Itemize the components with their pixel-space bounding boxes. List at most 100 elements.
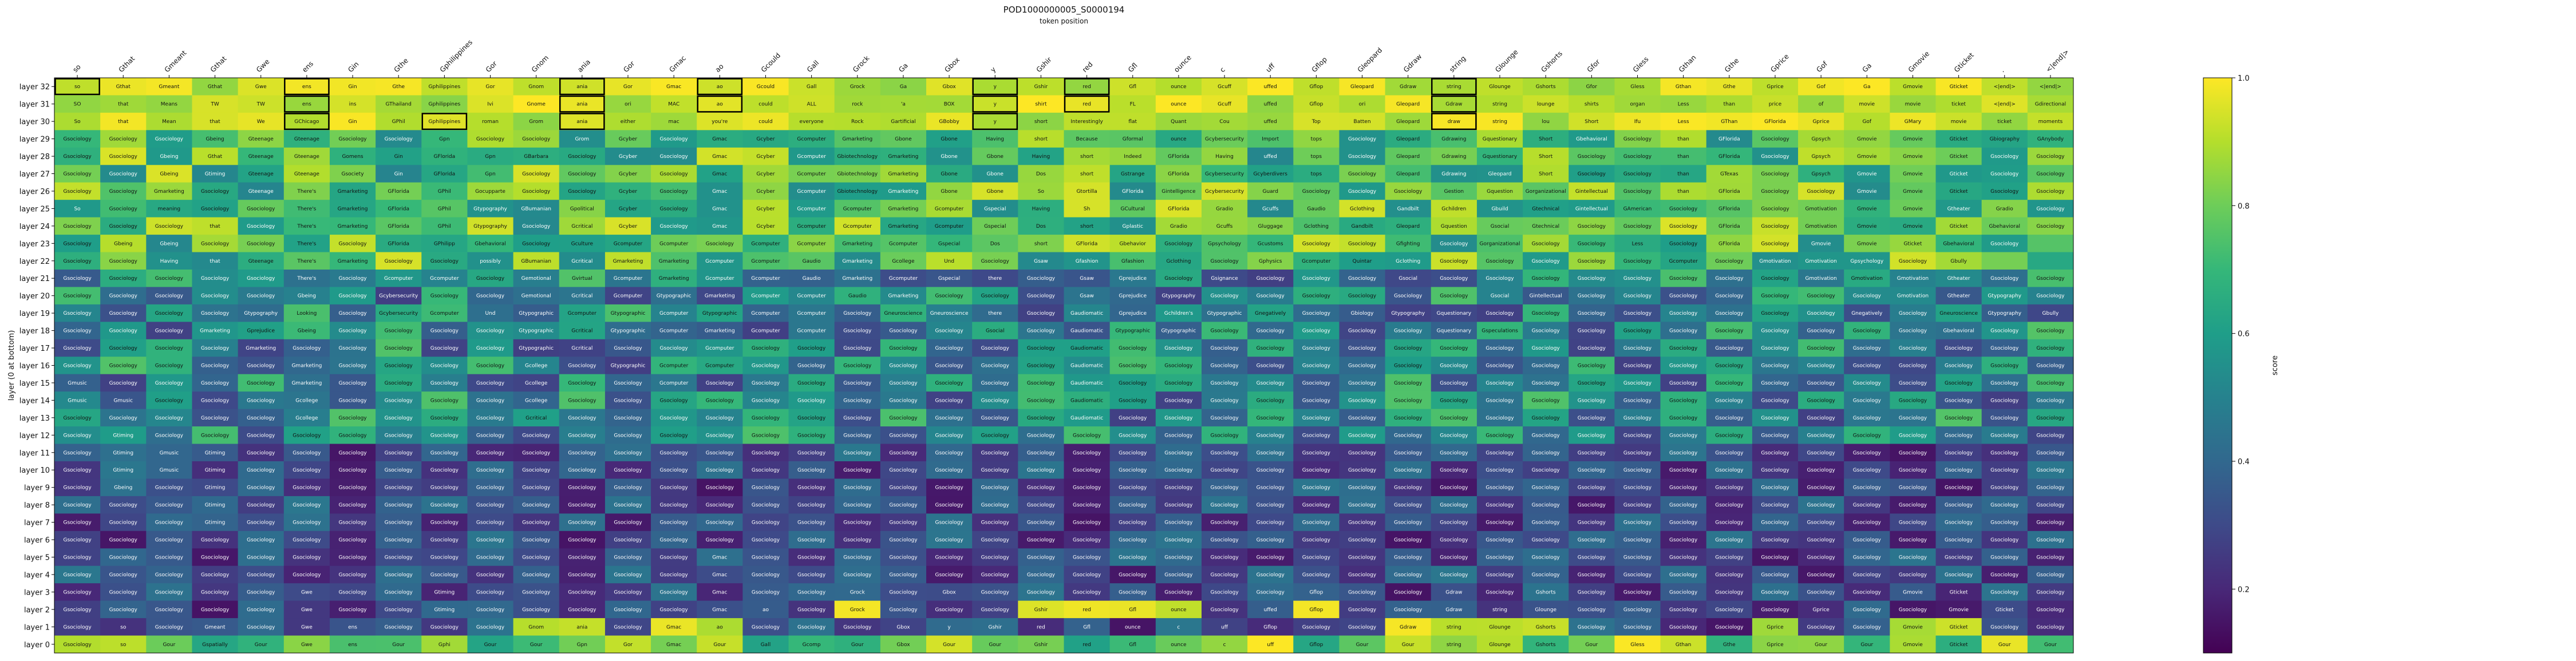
cell-label: Gsociology [935,398,964,403]
cell-label: short [1080,172,1094,177]
heatmap-cell [834,217,881,235]
cell-label: There's [297,276,316,282]
heatmap-cell [651,130,697,148]
heatmap-cell [329,391,376,410]
heatmap-cell [1247,130,1294,148]
heatmap-cell [1109,496,1156,514]
heatmap-cell [1018,478,1064,497]
cell-label: Gtiming [113,433,133,438]
cell-label: Gtypographic [611,328,646,334]
cell-label: Cou [1219,119,1230,125]
heatmap-cell [788,95,835,113]
cell-label: Gsociology [797,398,826,403]
heatmap-cell [1752,287,1799,305]
heatmap-cell [1660,287,1707,305]
heatmap-cell [329,270,376,287]
heatmap-cell [1431,583,1477,601]
heatmap-cell [1018,339,1064,357]
cell-label: Gsociology [1945,346,1973,351]
heatmap-cell [238,496,285,514]
heatmap-cell [559,217,606,235]
heatmap-cell [788,357,835,375]
heatmap-cell [1890,531,1936,549]
heatmap-cell [421,461,468,479]
cell-label: Gsociology [1485,433,1514,438]
cell-label: Gmovie [1903,84,1923,90]
cell-label: ao [762,607,769,613]
heatmap-cell [651,426,697,444]
heatmap-cell [1476,478,1523,497]
cell-label: Gsociology [201,363,230,369]
heatmap-cell [1935,565,1982,584]
cell-label: Gtiming [434,589,455,595]
cell-label: Gsociology [981,468,1010,473]
heatmap-cell [192,217,239,235]
cell-label: Gsociology [1945,537,1973,543]
heatmap-cell [1614,583,1661,601]
cell-label: Grock [850,607,866,613]
heatmap-cell [329,444,376,462]
y-tick-label: layer 31 [19,101,50,109]
heatmap-cell [1935,322,1982,340]
heatmap-cell [1247,270,1294,287]
heatmap-cell [329,583,376,601]
cell-label: Gsociology [843,537,872,543]
heatmap-cell [100,270,147,287]
heatmap-cell [238,374,285,392]
cell-label: Gsociology [201,294,230,299]
heatmap-cell [238,513,285,532]
heatmap-cell [559,252,606,270]
cell-label: Gsociology [1945,485,1973,491]
heatmap-cell [834,583,881,601]
heatmap-cell [1798,78,1844,96]
cell-label: Gsociology [63,485,92,491]
heatmap-cell [54,531,101,549]
cell-label: Gsociology [1348,589,1377,595]
heatmap-cell [1155,112,1202,130]
cell-label: Gticket [1950,137,1968,143]
heatmap-cell [283,304,330,322]
heatmap-cell [2027,426,2074,444]
heatmap-cell [1109,548,1156,567]
heatmap-cell [1431,531,1477,549]
heatmap-cell [238,531,285,549]
heatmap-cell [467,618,513,636]
y-tick-label: layer 17 [19,345,50,353]
cell-label: Gteenage [294,154,320,160]
heatmap-cell [1293,235,1340,252]
heatmap-cell [972,322,1018,340]
cell-label: Gsociology [1440,259,1468,264]
heatmap-cell [2027,513,2074,532]
heatmap-cell [1201,565,1248,584]
heatmap-cell [926,252,973,270]
heatmap-cell [697,95,743,113]
heatmap-cell [1247,304,1294,322]
cell-label: Gsociology [1990,381,2019,386]
heatmap-cell [376,235,422,252]
cell-label: Gcomputer [705,363,734,369]
heatmap-cell [2027,147,2074,165]
cell-label: Gsociology [568,433,596,438]
heatmap-cell [1752,444,1799,462]
cell-label: Gsociology [1578,276,1606,282]
cell-label: Gsociology [1027,381,1056,386]
cell-label: Gsociology [1348,555,1377,561]
cell-label: Gsociology [1532,381,1560,386]
cell-label: Gsociology [338,572,367,578]
cell-label: Gcomputer [384,276,413,282]
cell-label: ao [717,624,724,630]
heatmap-cell [880,200,927,218]
cell-label: Gsociology [889,381,918,386]
heatmap-cell [788,112,835,130]
cell-label: Gmotivation [1805,276,1836,282]
cell-label: Gsociology [1669,607,1698,613]
cell-label: Gbehavior [1119,241,1146,247]
heatmap-cell [1890,78,1936,96]
heatmap-cell [880,461,927,479]
cell-label: Gmeant [159,84,179,90]
heatmap-cell [834,374,881,392]
heatmap-cell [1293,165,1340,183]
cell-label: Gsociology [1669,381,1698,386]
heatmap-cell [1844,444,1890,462]
heatmap-cell [1109,374,1156,392]
